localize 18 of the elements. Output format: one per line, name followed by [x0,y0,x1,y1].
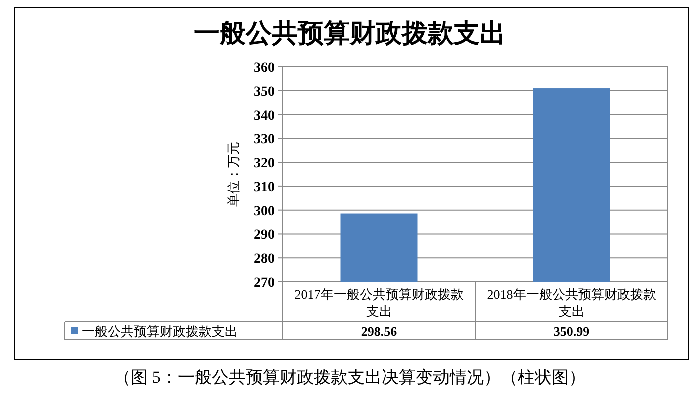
y-tick-label: 300 [254,204,275,220]
y-tick-label: 360 [254,61,275,76]
y-tick-label: 320 [254,156,275,172]
y-tick-label: 280 [254,252,275,268]
y-tick-label: 270 [254,276,275,291]
y-axis-title: 单位：万元 [226,142,241,207]
y-tick-label: 340 [254,108,275,124]
data-label: 350.99 [554,324,590,339]
data-label: 298.56 [361,324,398,339]
x-tick-label: 2017年一般公共预算财政拨款支出 [294,287,464,319]
chart-title: 一般公共预算财政拨款支出 [194,19,506,48]
y-tick-label: 330 [254,132,275,148]
y-tick-label: 290 [254,228,275,244]
y-tick-label: 350 [254,84,275,100]
y-tick-label: 310 [254,180,275,196]
x-tick-label: 2018年一般公共预算财政拨款支出 [487,287,656,319]
legend-label: 一般公共预算财政拨款支出 [82,324,238,339]
text: （图 5：一般公共预算财政拨款支出决算变动情况）（柱状图） [114,368,586,387]
